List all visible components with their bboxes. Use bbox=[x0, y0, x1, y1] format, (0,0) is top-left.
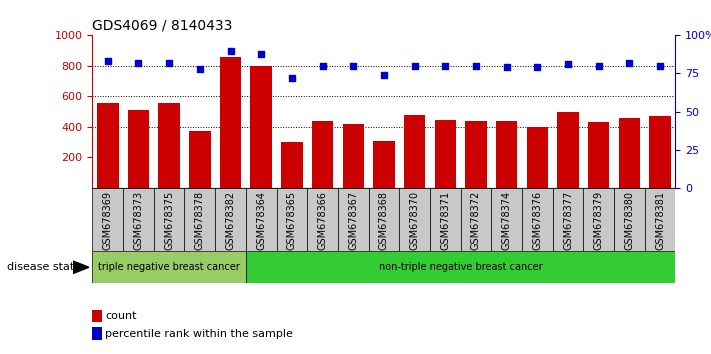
Text: GSM678380: GSM678380 bbox=[624, 191, 634, 250]
Bar bbox=[649, 116, 671, 188]
Text: GSM678376: GSM678376 bbox=[533, 191, 542, 250]
Text: GSM678369: GSM678369 bbox=[103, 191, 113, 250]
Bar bbox=[465, 121, 487, 188]
Text: GSM678367: GSM678367 bbox=[348, 191, 358, 250]
Bar bbox=[645, 188, 675, 251]
Bar bbox=[307, 188, 338, 251]
Bar bbox=[123, 188, 154, 251]
Point bbox=[102, 58, 114, 64]
Text: GSM678378: GSM678378 bbox=[195, 191, 205, 250]
Point bbox=[532, 64, 543, 70]
Text: GSM678374: GSM678374 bbox=[502, 191, 512, 250]
Bar bbox=[491, 188, 522, 251]
Point bbox=[164, 60, 175, 65]
Text: GSM678365: GSM678365 bbox=[287, 191, 297, 250]
Bar bbox=[281, 142, 303, 188]
Bar bbox=[246, 188, 277, 251]
Point bbox=[133, 60, 144, 65]
Bar bbox=[246, 251, 675, 283]
Bar bbox=[404, 115, 425, 188]
Bar bbox=[312, 121, 333, 188]
Bar bbox=[215, 188, 246, 251]
Bar bbox=[552, 188, 584, 251]
Bar bbox=[373, 141, 395, 188]
Point bbox=[378, 72, 390, 78]
Bar bbox=[184, 188, 215, 251]
Point bbox=[348, 63, 359, 69]
Point bbox=[317, 63, 328, 69]
Text: GSM678375: GSM678375 bbox=[164, 191, 174, 250]
Bar bbox=[400, 188, 430, 251]
Point bbox=[439, 63, 451, 69]
Point bbox=[287, 75, 298, 81]
Bar bbox=[614, 188, 645, 251]
Bar bbox=[584, 188, 614, 251]
Point bbox=[194, 66, 205, 72]
Bar bbox=[277, 188, 307, 251]
Text: GSM678372: GSM678372 bbox=[471, 191, 481, 250]
Point bbox=[593, 63, 604, 69]
Text: GSM678381: GSM678381 bbox=[655, 191, 665, 250]
Bar bbox=[368, 188, 400, 251]
Text: triple negative breast cancer: triple negative breast cancer bbox=[98, 262, 240, 272]
Text: GSM678377: GSM678377 bbox=[563, 191, 573, 250]
Bar bbox=[430, 188, 461, 251]
Bar bbox=[97, 103, 119, 188]
Bar bbox=[496, 121, 518, 188]
Bar bbox=[522, 188, 552, 251]
Text: disease state: disease state bbox=[7, 262, 81, 272]
Text: non-triple negative breast cancer: non-triple negative breast cancer bbox=[379, 262, 542, 272]
Point bbox=[409, 63, 420, 69]
Polygon shape bbox=[73, 261, 89, 273]
Point bbox=[562, 62, 574, 67]
Point bbox=[501, 64, 513, 70]
Bar bbox=[557, 112, 579, 188]
Bar bbox=[250, 66, 272, 188]
Text: GSM678382: GSM678382 bbox=[225, 191, 235, 250]
Text: GSM678366: GSM678366 bbox=[318, 191, 328, 250]
Text: GDS4069 / 8140433: GDS4069 / 8140433 bbox=[92, 19, 232, 33]
Text: percentile rank within the sample: percentile rank within the sample bbox=[105, 329, 293, 339]
Bar bbox=[461, 188, 491, 251]
Bar bbox=[434, 120, 456, 188]
Bar bbox=[92, 251, 246, 283]
Bar bbox=[338, 188, 368, 251]
Point bbox=[255, 51, 267, 57]
Text: GSM678368: GSM678368 bbox=[379, 191, 389, 250]
Bar bbox=[220, 57, 241, 188]
Point bbox=[470, 63, 481, 69]
Bar bbox=[154, 188, 184, 251]
Bar bbox=[527, 127, 548, 188]
Text: GSM678364: GSM678364 bbox=[256, 191, 266, 250]
Bar bbox=[128, 110, 149, 188]
Text: GSM678370: GSM678370 bbox=[410, 191, 419, 250]
Text: GSM678373: GSM678373 bbox=[134, 191, 144, 250]
Text: GSM678379: GSM678379 bbox=[594, 191, 604, 250]
Bar bbox=[343, 125, 364, 188]
Bar bbox=[92, 188, 123, 251]
Point bbox=[624, 60, 635, 65]
Point bbox=[225, 48, 236, 53]
Bar bbox=[189, 131, 210, 188]
Point bbox=[654, 63, 665, 69]
Text: GSM678371: GSM678371 bbox=[440, 191, 450, 250]
Bar bbox=[588, 122, 609, 188]
Bar bbox=[159, 103, 180, 188]
Bar bbox=[619, 118, 640, 188]
Text: count: count bbox=[105, 311, 137, 321]
